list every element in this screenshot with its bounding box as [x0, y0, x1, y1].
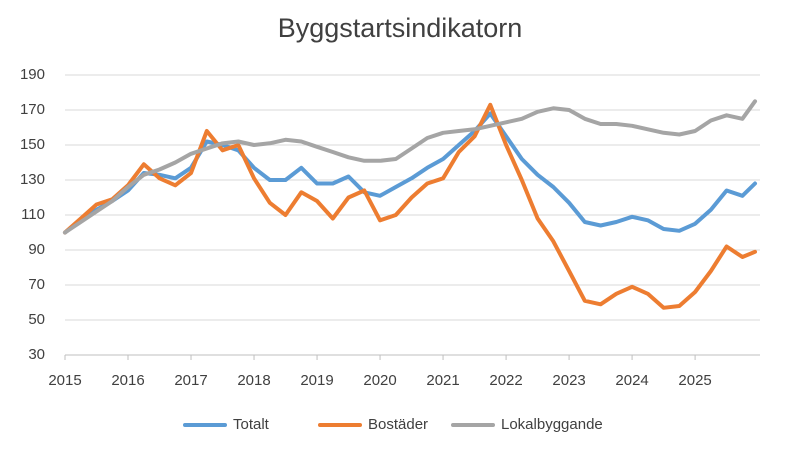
x-tick-label: 2016: [111, 372, 144, 389]
y-tick-label: 70: [28, 276, 45, 293]
line-series: [63, 102, 757, 310]
chart-title: Byggstartsindikatorn: [278, 13, 523, 43]
x-tick-label: 2018: [237, 372, 270, 389]
x-tick-label: 2023: [552, 372, 585, 389]
y-tick-label: 110: [21, 206, 45, 223]
x-tick-label: 2025: [678, 372, 711, 389]
y-tick-label: 50: [28, 311, 45, 328]
x-tick-label: 2015: [48, 372, 81, 389]
x-tick-label: 2017: [174, 372, 207, 389]
line-series: [63, 99, 757, 235]
y-tick-label: 90: [28, 241, 45, 258]
y-tick-label: 150: [20, 136, 45, 153]
legend-label: Bostäder: [368, 416, 428, 433]
x-tick-label: 2021: [426, 372, 459, 389]
y-tick-label: 30: [28, 346, 45, 363]
x-tick-label: 2020: [363, 372, 396, 389]
y-tick-label: 130: [20, 171, 45, 188]
y-tick-label: 190: [20, 66, 45, 83]
line-series: [63, 111, 757, 235]
x-tick-label: 2019: [300, 372, 333, 389]
y-tick-label: 170: [20, 101, 45, 118]
x-tick-label: 2024: [615, 372, 648, 389]
legend-label: Lokalbyggande: [501, 416, 603, 433]
x-tick-label: 2022: [489, 372, 522, 389]
legend-label: Totalt: [233, 416, 270, 433]
